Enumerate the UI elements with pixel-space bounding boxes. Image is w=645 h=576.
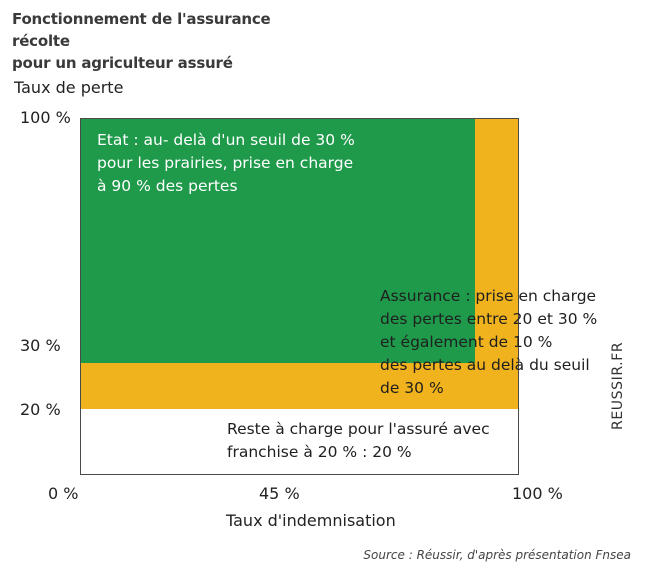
reste-line-2: franchise à 20 % : 20 % [227, 443, 412, 461]
etat-region [81, 119, 475, 363]
diagram-plot-area: Etat : au- delà d'un seuil de 30 % pour … [80, 118, 597, 475]
title-line-2: pour un agriculteur assuré [12, 54, 233, 72]
site-watermark: REUSSIR.FR [610, 341, 626, 430]
x-tick-0: 0 % [48, 484, 79, 503]
assurance-line-1: Assurance : prise en charge [380, 287, 597, 305]
etat-description: Etat : au- delà d'un seuil de 30 % pour … [97, 129, 355, 198]
y-tick-100: 100 % [20, 108, 71, 127]
reste-line-1: Reste à charge pour l'assuré avec [227, 420, 490, 438]
y-tick-20: 20 % [20, 400, 61, 419]
x-tick-100: 100 % [512, 484, 563, 503]
etat-line-1: Etat : au- delà d'un seuil de 30 % [97, 131, 355, 149]
reste-region [81, 409, 518, 474]
reste-description: Reste à charge pour l'assuré avec franch… [227, 418, 490, 464]
assurance-line-2: des pertes entre 20 et 30 % [380, 310, 598, 328]
y-axis-label: Taux de perte [14, 78, 124, 97]
etat-line-3: à 90 % des pertes [97, 177, 238, 195]
assurance-line-5: de 30 % [380, 379, 444, 397]
x-axis-label: Taux d'indemnisation [226, 511, 396, 530]
assurance-description: Assurance : prise en charge des pertes e… [380, 285, 597, 400]
etat-line-2: pour les prairies, prise en charge [97, 154, 354, 172]
assurance-line-4: des pertes au delà du seuil [380, 356, 590, 374]
chart-title: Fonctionnement de l'assurance récolte po… [12, 8, 332, 74]
title-line-1: Fonctionnement de l'assurance récolte [12, 10, 271, 50]
assurance-line-3: et également de 10 % [380, 333, 553, 351]
x-tick-45: 45 % [259, 484, 300, 503]
source-note: Source : Réussir, d'après présentation F… [363, 548, 631, 562]
y-tick-30: 30 % [20, 336, 61, 355]
